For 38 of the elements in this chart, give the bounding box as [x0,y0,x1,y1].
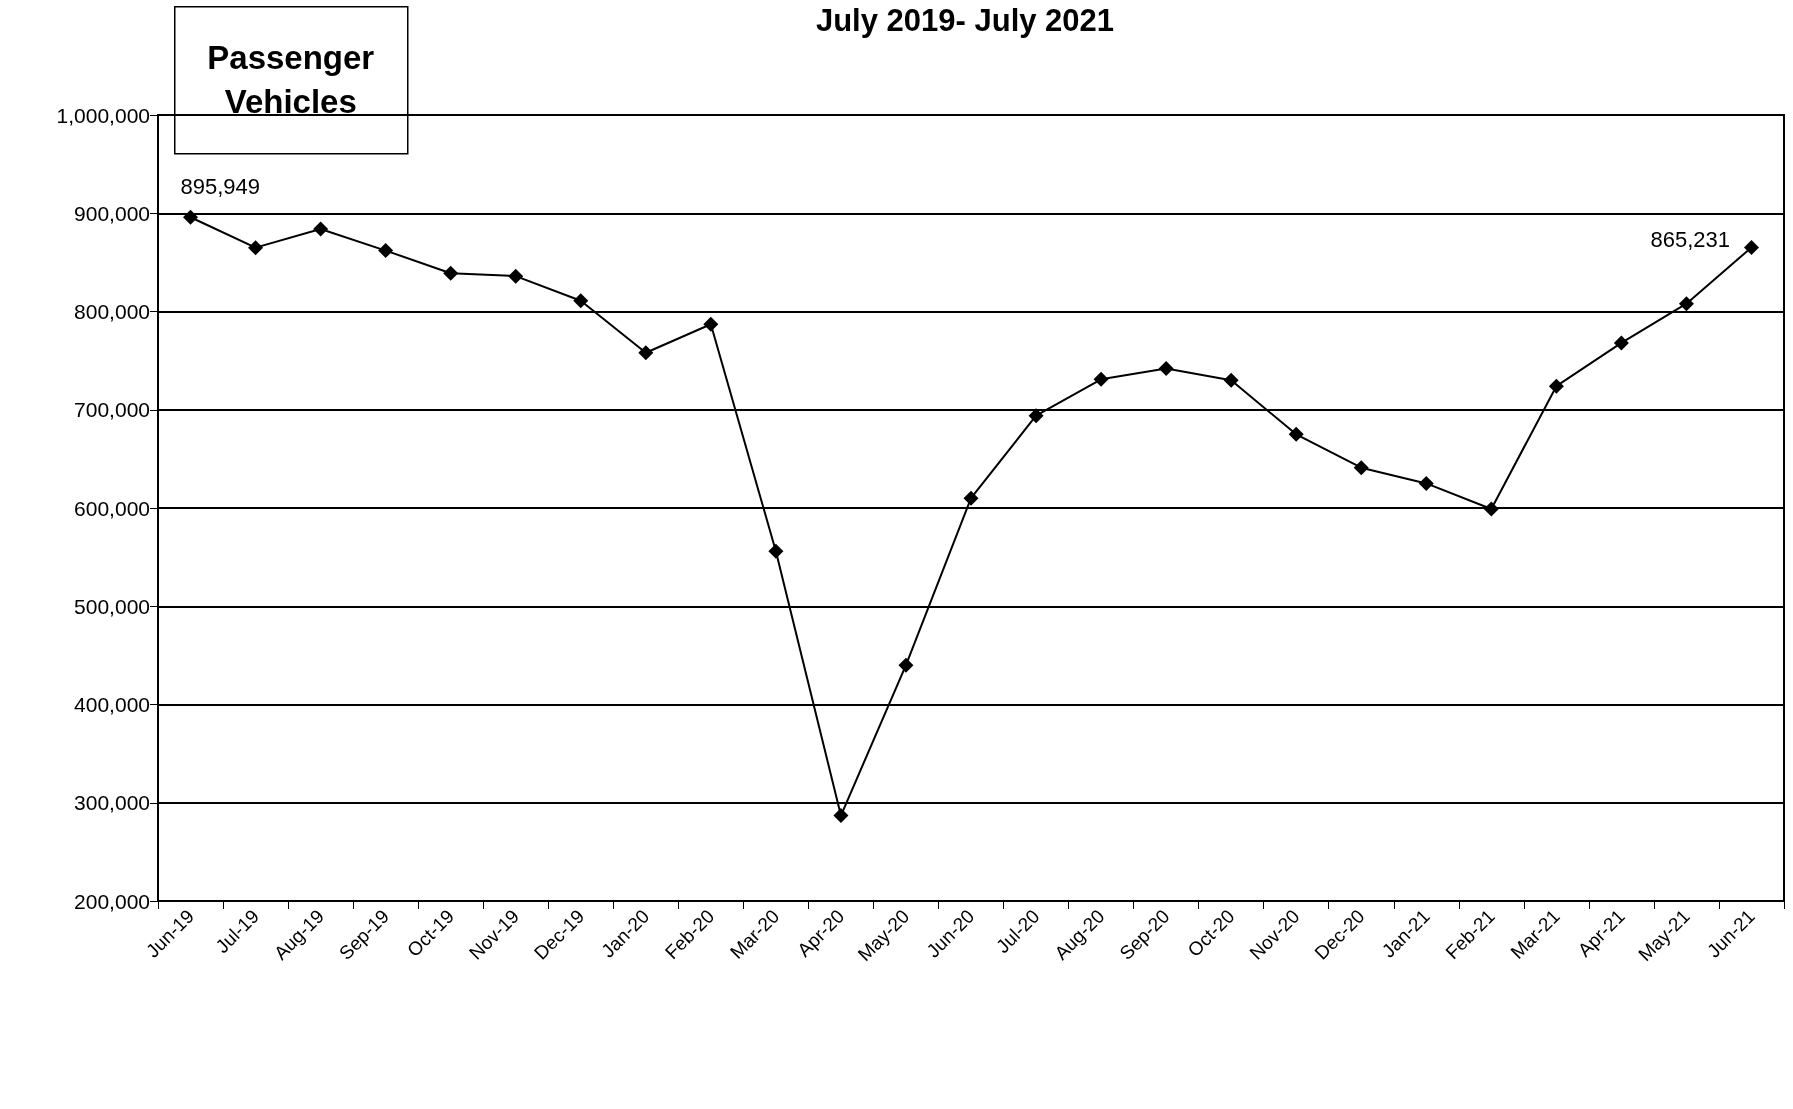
y-tick-label: 700,000 [74,398,150,422]
point [963,490,979,506]
point [638,345,654,361]
y-tick-label: 200,000 [74,889,150,913]
chart-title: July 2019- July 2021 [815,3,1115,38]
y-tick-label: 1,000,000 [56,103,150,127]
point [573,293,589,309]
point [378,243,394,259]
y-tick-label: 400,000 [74,693,150,716]
point [313,221,329,237]
point [1093,371,1109,387]
point [703,316,719,332]
point [1288,426,1304,442]
point [1353,460,1369,476]
point [183,209,199,225]
y-tick-label: 500,000 [74,594,150,618]
point [898,657,914,673]
point [1678,296,1694,312]
point [1223,372,1239,388]
point [1483,501,1499,517]
data-label: 865,231 [1650,226,1730,252]
y-tick-label: 900,000 [74,201,150,225]
annotation: Passenger Vehicles [207,39,375,121]
point [1548,378,1564,394]
data-label: 895,949 [180,174,261,200]
point [833,808,849,824]
point [768,543,784,559]
point [1418,475,1434,491]
point [443,265,459,281]
y-tick-label: 800,000 [74,300,150,323]
point [1743,239,1759,255]
point [248,240,264,256]
point [1028,408,1044,424]
point [1158,360,1174,376]
point [1613,335,1629,351]
point [508,268,524,284]
y-tick-label: 300,000 [74,791,150,815]
y-tick-label: 600,000 [74,496,150,520]
